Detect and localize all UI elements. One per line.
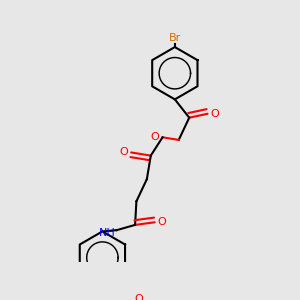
Text: NH: NH (99, 228, 116, 238)
Text: O: O (158, 217, 167, 227)
Text: O: O (134, 294, 143, 300)
Text: O: O (151, 132, 159, 142)
Text: O: O (119, 148, 128, 158)
Text: O: O (211, 109, 219, 119)
Text: Br: Br (169, 33, 181, 43)
